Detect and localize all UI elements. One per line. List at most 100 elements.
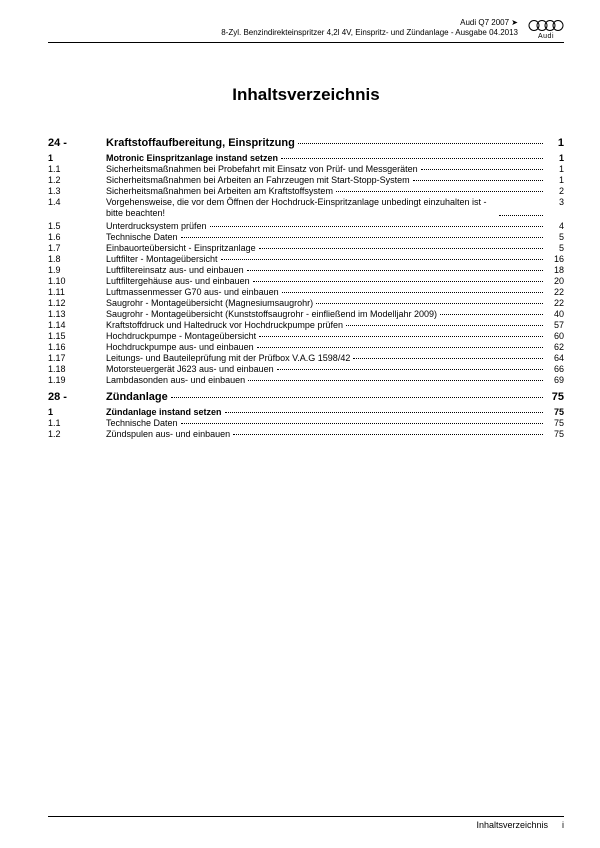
page-header: Audi Q7 2007 ➤ 8-Zyl. Benzindirekteinspr… xyxy=(48,18,564,43)
document-page: Audi Q7 2007 ➤ 8-Zyl. Benzindirekteinspr… xyxy=(0,0,600,848)
leader-dots xyxy=(440,314,543,315)
entry-page: 57 xyxy=(546,320,564,330)
entry-number: 1.16 xyxy=(48,342,106,352)
header-text-block: Audi Q7 2007 ➤ 8-Zyl. Benzindirekteinspr… xyxy=(221,18,518,38)
entry-label: Luftfiltergehäuse aus- und einbauen xyxy=(106,276,250,286)
page-footer: Inhaltsverzeichnis i xyxy=(48,816,564,830)
entry-label: Technische Daten xyxy=(106,418,178,428)
entry-label: Sicherheitsmaßnahmen bei Arbeiten am Kra… xyxy=(106,186,333,196)
leader-dots xyxy=(257,347,543,348)
toc-entry-row: 1.14Kraftstoffdruck und Haltedruck vor H… xyxy=(48,320,564,330)
leader-dots xyxy=(181,237,543,238)
entry-label: Zündspulen aus- und einbauen xyxy=(106,429,230,439)
footer-label: Inhaltsverzeichnis xyxy=(476,820,548,830)
leader-dots xyxy=(421,169,543,170)
entry-label: Sicherheitsmaßnahmen bei Arbeiten an Fah… xyxy=(106,175,410,185)
entry-page: 66 xyxy=(546,364,564,374)
leader-dots xyxy=(247,270,543,271)
toc-entry-row: 1.17Leitungs- und Bauteileprüfung mit de… xyxy=(48,353,564,363)
leader-dots xyxy=(248,380,543,381)
footer-page-number: i xyxy=(562,820,564,830)
entry-number: 1 xyxy=(48,153,106,163)
entry-label: Kraftstoffdruck und Haltedruck vor Hochd… xyxy=(106,320,343,330)
entry-page: 1 xyxy=(546,175,564,185)
leader-dots xyxy=(225,412,543,413)
table-of-contents: 24 -Kraftstoffaufbereitung, Einspritzung… xyxy=(48,131,564,440)
toc-entry-row: 1.2Sicherheitsmaßnahmen bei Arbeiten an … xyxy=(48,175,564,185)
entry-number: 1.8 xyxy=(48,254,106,264)
entry-label: Technische Daten xyxy=(106,232,178,242)
toc-entry-row: 1.4Vorgehensweise, die vor dem Öffnen de… xyxy=(48,197,564,220)
toc-entry-row: 1.18Motorsteuergerät J623 aus- und einba… xyxy=(48,364,564,374)
toc-entry-row: 1.8Luftfilter - Montageübersicht 16 xyxy=(48,254,564,264)
toc-entry-row: 1.7Einbauorteübersicht - Einspritzanlage… xyxy=(48,243,564,253)
leader-dots xyxy=(181,423,543,424)
entry-number: 1.10 xyxy=(48,276,106,286)
entry-label: Luftfiltereinsatz aus- und einbauen xyxy=(106,265,244,275)
entry-number: 1.1 xyxy=(48,164,106,174)
leader-dots xyxy=(259,248,543,249)
entry-page: 1 xyxy=(546,164,564,174)
entry-number: 1.11 xyxy=(48,287,106,297)
leader-dots xyxy=(171,397,543,398)
leader-dots xyxy=(210,226,543,227)
entry-page: 2 xyxy=(546,186,564,196)
audi-rings-icon xyxy=(528,19,564,32)
leader-dots xyxy=(298,143,543,144)
chapter-page: 75 xyxy=(546,391,564,403)
entry-number: 1.4 xyxy=(48,197,106,207)
entry-number: 1.3 xyxy=(48,186,106,196)
entry-label: Saugrohr - Montageübersicht (Magnesiumsa… xyxy=(106,298,313,308)
leader-dots xyxy=(221,259,543,260)
entry-label: Leitungs- und Bauteileprüfung mit der Pr… xyxy=(106,353,350,363)
toc-entry-row: 1.1Sicherheitsmaßnahmen bei Probefahrt m… xyxy=(48,164,564,174)
entry-number: 1.6 xyxy=(48,232,106,242)
chapter-page: 1 xyxy=(546,137,564,149)
entry-page: 64 xyxy=(546,353,564,363)
toc-entry-row: 1.9Luftfiltereinsatz aus- und einbauen18 xyxy=(48,265,564,275)
entry-page: 16 xyxy=(546,254,564,264)
entry-label: Luftfilter - Montageübersicht xyxy=(106,254,218,264)
entry-number: 1.7 xyxy=(48,243,106,253)
entry-number: 1.12 xyxy=(48,298,106,308)
entry-number: 1.2 xyxy=(48,429,106,439)
toc-entry-row: 1.15Hochdruckpumpe - Montageübersicht60 xyxy=(48,331,564,341)
toc-entry-row: 1.16Hochdruckpumpe aus- und einbauen62 xyxy=(48,342,564,352)
page-title: Inhaltsverzeichnis xyxy=(48,85,564,105)
entry-page: 69 xyxy=(546,375,564,385)
entry-page: 1 xyxy=(546,153,564,163)
chapter-label: Zündanlage xyxy=(106,391,168,403)
leader-dots xyxy=(259,336,543,337)
entry-number: 1.5 xyxy=(48,221,106,231)
entry-page: 5 xyxy=(546,232,564,242)
entry-page: 22 xyxy=(546,287,564,297)
entry-label: Unterdrucksystem prüfen xyxy=(106,221,207,231)
entry-number: 1.19 xyxy=(48,375,106,385)
toc-entry-row: 1.3Sicherheitsmaßnahmen bei Arbeiten am … xyxy=(48,186,564,196)
entry-number: 1.2 xyxy=(48,175,106,185)
leader-dots xyxy=(277,369,543,370)
entry-label: Hochdruckpumpe - Montageübersicht xyxy=(106,331,256,341)
entry-label: Hochdruckpumpe aus- und einbauen xyxy=(106,342,254,352)
toc-chapter-row: 24 -Kraftstoffaufbereitung, Einspritzung… xyxy=(48,137,564,149)
chapter-label: Kraftstoffaufbereitung, Einspritzung xyxy=(106,137,295,149)
toc-entry-row: 1.5Unterdrucksystem prüfen 4 xyxy=(48,221,564,231)
entry-label: Vorgehensweise, die vor dem Öffnen der H… xyxy=(106,197,496,220)
entry-page: 3 xyxy=(546,197,564,207)
entry-page: 75 xyxy=(546,418,564,428)
toc-entry-row: 1.6Technische Daten 5 xyxy=(48,232,564,242)
entry-number: 1.13 xyxy=(48,309,106,319)
toc-entry-row: 1Motronic Einspritzanlage instand setzen… xyxy=(48,153,564,163)
toc-chapter-row: 28 -Zündanlage75 xyxy=(48,391,564,403)
toc-entry-row: 1.12Saugrohr - Montageübersicht (Magnesi… xyxy=(48,298,564,308)
leader-dots xyxy=(281,158,543,159)
toc-entry-row: 1.13Saugrohr - Montageübersicht (Kunstst… xyxy=(48,309,564,319)
leader-dots xyxy=(233,434,543,435)
brand-name: Audi xyxy=(528,33,564,40)
leader-dots xyxy=(346,325,543,326)
entry-page: 40 xyxy=(546,309,564,319)
entry-page: 4 xyxy=(546,221,564,231)
entry-page: 75 xyxy=(546,407,564,417)
entry-page: 75 xyxy=(546,429,564,439)
entry-number: 1.1 xyxy=(48,418,106,428)
